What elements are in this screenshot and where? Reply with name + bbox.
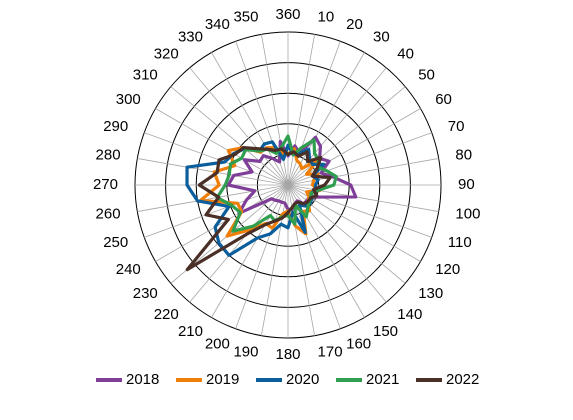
legend: 2018 2019 2020 2021 2022	[96, 371, 479, 388]
spoke-200	[235, 184, 289, 329]
angle-label-60: 60	[435, 91, 452, 108]
angle-label-250: 250	[103, 234, 128, 251]
angle-label-90: 90	[458, 176, 475, 193]
series-layer	[185, 134, 358, 272]
angle-label-110: 110	[448, 234, 472, 251]
angle-label-170: 170	[318, 343, 343, 360]
spoke-290	[144, 132, 289, 186]
legend-label-2019: 2019	[206, 371, 239, 388]
spoke-310	[170, 86, 289, 186]
angle-label-180: 180	[275, 346, 300, 363]
angle-labels: 360 10 20304050607080901001101201301401501…	[93, 6, 480, 363]
angle-label-50: 50	[418, 67, 435, 84]
angle-label-40: 40	[397, 46, 414, 63]
angle-label-80: 80	[455, 146, 472, 163]
series-2022	[185, 146, 332, 272]
angle-label-100: 100	[455, 205, 480, 222]
angle-label-20: 20	[346, 16, 363, 33]
angle-label-290: 290	[103, 118, 128, 135]
spoke-250	[144, 184, 289, 238]
angle-label-310: 310	[133, 67, 158, 84]
angle-label-30: 30	[373, 29, 390, 46]
angle-label-10: 10	[318, 9, 335, 26]
spoke-320	[189, 67, 289, 186]
angle-label-260: 260	[96, 205, 121, 222]
spoke-260	[137, 184, 289, 212]
legend-label-2020: 2020	[286, 371, 319, 388]
spoke-10	[287, 34, 315, 186]
angle-label-360: 360	[275, 6, 300, 23]
angle-label-340: 340	[205, 16, 230, 33]
angle-label-200: 200	[205, 336, 230, 353]
angle-label-300: 300	[116, 91, 141, 108]
angle-label-320: 320	[154, 46, 179, 63]
spoke-190	[261, 184, 289, 336]
angle-label-140: 140	[397, 306, 422, 323]
angle-label-190: 190	[233, 343, 258, 360]
angle-label-150: 150	[373, 323, 398, 340]
angle-label-230: 230	[133, 285, 158, 302]
angle-label-120: 120	[435, 261, 460, 278]
angle-label-210: 210	[178, 323, 203, 340]
radar-grid	[134, 31, 442, 339]
angle-label-220: 220	[154, 306, 179, 323]
spoke-330	[211, 52, 289, 186]
legend-label-2021: 2021	[366, 371, 399, 388]
angle-label-330: 330	[178, 29, 203, 46]
angle-label-280: 280	[96, 146, 121, 163]
angle-label-240: 240	[116, 261, 141, 278]
spoke-220	[189, 184, 289, 303]
spoke-210	[211, 184, 289, 318]
angle-label-70: 70	[448, 118, 465, 135]
angle-label-270: 270	[93, 176, 118, 193]
legend-label-2018: 2018	[126, 371, 159, 388]
angle-label-130: 130	[418, 285, 443, 302]
spoke-300	[155, 108, 289, 186]
spoke-240	[155, 184, 289, 262]
angle-label-350: 350	[233, 9, 258, 26]
angle-label-160: 160	[346, 336, 371, 353]
spoke-50	[287, 86, 406, 186]
legend-label-2022: 2022	[446, 371, 479, 388]
